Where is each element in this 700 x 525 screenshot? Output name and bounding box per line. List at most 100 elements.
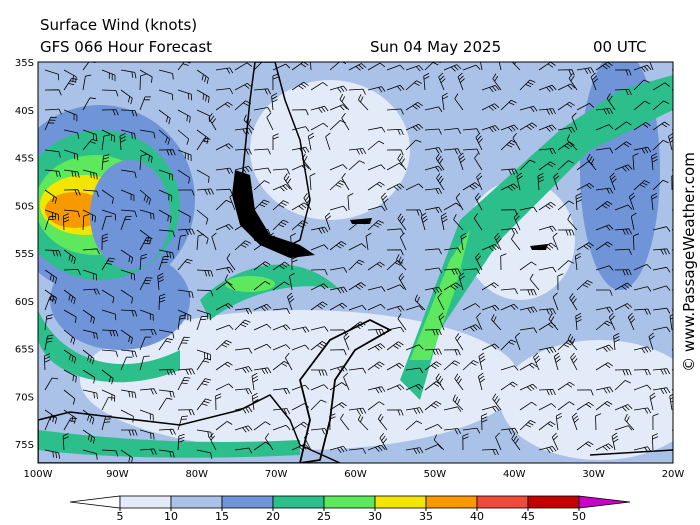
- wind-zone: [90, 160, 170, 270]
- wind-barb: [120, 109, 138, 117]
- lat-label: 40S: [15, 106, 34, 117]
- wind-barb: [627, 312, 636, 331]
- wind-barb: [82, 129, 97, 141]
- wind-barb: [62, 213, 70, 231]
- wind-barb: [309, 173, 316, 191]
- wind-barb: [443, 349, 461, 356]
- wind-barb: [253, 199, 270, 211]
- wind-barb: [596, 289, 613, 296]
- colorbar-segment: [425, 495, 478, 509]
- wind-barb: [462, 268, 480, 275]
- wind-barb: [272, 308, 291, 314]
- wind-barb: [272, 63, 291, 71]
- wind-barb: [158, 293, 166, 311]
- wind-barb: [215, 88, 234, 94]
- wind-barb: [101, 209, 117, 221]
- wind-barb: [652, 413, 659, 431]
- wind-barb: [82, 389, 98, 399]
- wind-barb: [500, 381, 518, 391]
- wind-barb: [538, 266, 557, 273]
- coastline: [589, 449, 673, 456]
- lon-label: 90W: [106, 469, 129, 480]
- wind-barb: [289, 272, 295, 291]
- wind-barb: [63, 329, 76, 345]
- wind-barb: [633, 64, 652, 73]
- wind-barb: [614, 89, 632, 96]
- wind-barb: [329, 413, 336, 431]
- wind-barb: [348, 243, 367, 251]
- wind-barb: [614, 282, 633, 291]
- wind-barb: [436, 173, 445, 191]
- wind-barb: [424, 248, 442, 255]
- wind-barb: [272, 281, 290, 291]
- wind-barb: [614, 228, 632, 235]
- colorbar-segment: [119, 495, 172, 509]
- wind-barb: [633, 79, 650, 91]
- wind-barb: [633, 369, 651, 376]
- wind-barb: [272, 408, 291, 415]
- wind-barb: [272, 133, 279, 150]
- wind-barb: [462, 427, 481, 434]
- wind-barb: [538, 124, 557, 132]
- wind-barb: [82, 329, 98, 340]
- wind-barb: [348, 367, 367, 374]
- wind-barb: [557, 83, 576, 91]
- wind-barb: [424, 267, 443, 274]
- wind-barb: [555, 412, 562, 431]
- wind-barb: [455, 192, 464, 211]
- wind-barb: [481, 343, 500, 351]
- wind-barb: [443, 247, 462, 254]
- wind-barb: [82, 209, 96, 223]
- wind-barb: [291, 81, 309, 91]
- wind-barb: [348, 220, 366, 231]
- wind-barb: [101, 189, 114, 204]
- wind-barb: [158, 169, 173, 181]
- wind-barb: [177, 149, 192, 161]
- wind-barb: [234, 148, 252, 155]
- wind-barb: [652, 387, 671, 395]
- wind-barb: [251, 392, 259, 411]
- wind-barb: [632, 153, 639, 171]
- wind-barb: [82, 213, 90, 231]
- wind-barb: [139, 189, 152, 205]
- wind-barb: [538, 346, 557, 354]
- wind-barb: [215, 303, 234, 311]
- wind-barb: [158, 449, 175, 458]
- colorbar-label: 10: [164, 510, 178, 523]
- wind-barb: [511, 433, 521, 451]
- landmass: [232, 170, 315, 258]
- wind-barb: [551, 432, 559, 451]
- wind-barb: [424, 348, 442, 356]
- wind-barb: [386, 384, 405, 391]
- wind-barb: [481, 85, 500, 93]
- wind-barb: [139, 69, 153, 83]
- wind-barb: [177, 409, 195, 416]
- colorbar-segment: [323, 495, 376, 509]
- wind-barb: [139, 355, 150, 371]
- wind-barb: [606, 93, 616, 111]
- wind-barb: [310, 283, 329, 291]
- wind-barb: [158, 109, 171, 125]
- wind-barb: [215, 281, 233, 291]
- wind-barb: [519, 383, 538, 392]
- wind-barb: [272, 261, 290, 271]
- wind-barb: [43, 353, 51, 371]
- wind-barb: [576, 441, 594, 451]
- wind-barb: [460, 232, 467, 251]
- wind-barb: [595, 62, 613, 71]
- wind-barb: [440, 212, 448, 231]
- wind-barb: [367, 343, 386, 351]
- wind-barb: [101, 449, 119, 457]
- wind-barb: [405, 420, 423, 431]
- wind-barb: [452, 394, 464, 411]
- wind-barb: [624, 414, 635, 431]
- wind-barb: [62, 433, 69, 451]
- wind-barb: [211, 232, 217, 251]
- wind-barb: [234, 62, 253, 71]
- wind-barb: [609, 172, 617, 191]
- wind-barb: [595, 201, 613, 211]
- wind-barb: [82, 248, 100, 255]
- wind-barb: [513, 212, 521, 231]
- wind-barb: [101, 129, 115, 143]
- wind-barb: [443, 64, 462, 72]
